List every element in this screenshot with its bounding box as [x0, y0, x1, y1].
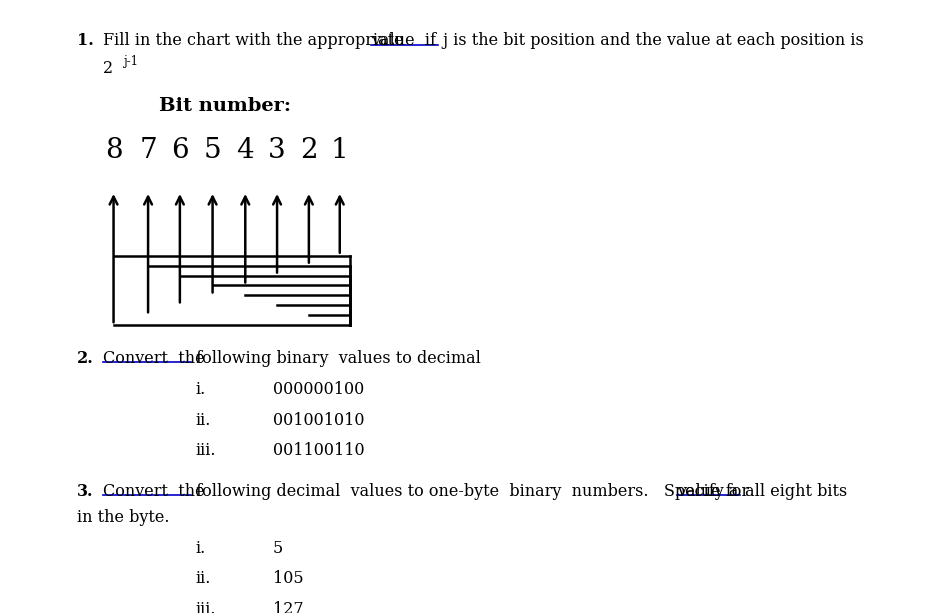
Text: 7: 7	[139, 137, 157, 164]
Text: iii.: iii.	[195, 601, 216, 613]
Text: Fill in the chart with the appropriate: Fill in the chart with the appropriate	[103, 32, 408, 49]
Text: 1: 1	[331, 137, 348, 164]
Text: i.: i.	[195, 381, 206, 398]
Text: value  if: value if	[370, 32, 436, 49]
Text: 6: 6	[171, 137, 188, 164]
Text: 105: 105	[272, 570, 303, 587]
Text: 1.: 1.	[77, 32, 94, 49]
Text: 001100110: 001100110	[272, 443, 365, 459]
Text: 2: 2	[103, 59, 118, 77]
Text: 5: 5	[204, 137, 222, 164]
Text: j-1: j-1	[123, 55, 138, 67]
Text: 5: 5	[272, 539, 283, 557]
Text: in the byte.: in the byte.	[77, 509, 169, 526]
Text: ii.: ii.	[195, 570, 210, 587]
Text: 3.: 3.	[77, 483, 93, 500]
Text: Convert  the: Convert the	[103, 483, 205, 500]
Text: 127: 127	[272, 601, 303, 613]
Text: i.: i.	[195, 539, 206, 557]
Text: iii.: iii.	[195, 443, 216, 459]
Text: 3: 3	[268, 137, 286, 164]
Text: 2: 2	[300, 137, 318, 164]
Text: 2.: 2.	[77, 350, 94, 367]
Text: following decimal  values to one-byte  binary  numbers.   Specify a: following decimal values to one-byte bin…	[190, 483, 744, 500]
Text: 8: 8	[105, 137, 123, 164]
Text: all eight bits: all eight bits	[741, 483, 847, 500]
Text: 4: 4	[236, 137, 254, 164]
Text: value for: value for	[677, 483, 749, 500]
Text: Bit number:: Bit number:	[159, 97, 291, 115]
Text: following binary  values to decimal: following binary values to decimal	[190, 350, 481, 367]
Text: j is the bit position and the value at each position is: j is the bit position and the value at e…	[438, 32, 863, 49]
Text: 000000100: 000000100	[272, 381, 364, 398]
Text: 001001010: 001001010	[272, 411, 364, 428]
Text: Convert  the: Convert the	[103, 350, 205, 367]
Text: ii.: ii.	[195, 411, 210, 428]
